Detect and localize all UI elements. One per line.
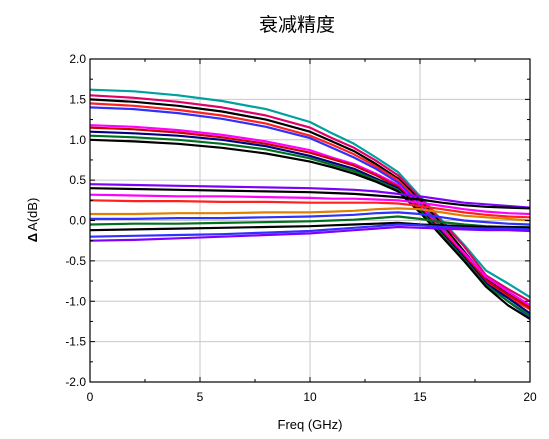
y-tick-label: 1.5 xyxy=(69,92,86,106)
y-axis-label-text: A(dB) xyxy=(25,198,40,231)
x-axis-label: Freq (GHz) xyxy=(278,417,343,432)
series-line-2 xyxy=(89,94,531,303)
y-tick-label: 0.5 xyxy=(69,173,86,187)
series-line-20 xyxy=(89,225,531,242)
series-line-17 xyxy=(89,215,530,229)
series-line-14 xyxy=(89,199,531,219)
series-line-19 xyxy=(89,223,531,238)
series-line-7 xyxy=(89,126,531,309)
series-line-18 xyxy=(89,221,531,232)
series-lines xyxy=(89,88,531,320)
y-tick-label: -0.5 xyxy=(65,254,86,268)
x-tick-label: 15 xyxy=(413,390,427,404)
series-line-1 xyxy=(89,88,531,299)
series-line-11 xyxy=(89,183,531,209)
x-tick-labels: 0 5 10 15 20 xyxy=(87,390,537,404)
y-tick-labels: -2.0 -1.5 -1.0 -0.5 0.0 0.5 1.0 1.5 2.0 xyxy=(65,52,86,389)
series-line-6 xyxy=(89,124,531,307)
y-axis-label: Δ A(dB) xyxy=(25,198,40,243)
series-line-10 xyxy=(89,138,531,320)
axis-ticks xyxy=(89,58,531,383)
y-tick-label: -1.5 xyxy=(65,335,86,349)
y-tick-label: 2.0 xyxy=(69,52,86,66)
y-tick-label: -2.0 xyxy=(65,375,86,389)
y-tick-label: 1.0 xyxy=(69,133,86,147)
y-axis-label-symbol: Δ xyxy=(25,233,40,242)
x-tick-label: 10 xyxy=(303,390,317,404)
grid-lines xyxy=(90,59,530,382)
x-tick-label: 20 xyxy=(523,390,537,404)
series-line-16 xyxy=(90,211,531,226)
series-line-13 xyxy=(89,193,531,216)
y-tick-label: -1.0 xyxy=(65,294,86,308)
x-tick-label: 0 xyxy=(87,390,94,404)
y-tick-label: 0.0 xyxy=(69,214,86,228)
x-tick-label: 5 xyxy=(197,390,204,404)
series-line-12 xyxy=(89,187,531,210)
chart-title: 衰减精度 xyxy=(259,14,335,36)
series-line-15 xyxy=(90,207,531,222)
